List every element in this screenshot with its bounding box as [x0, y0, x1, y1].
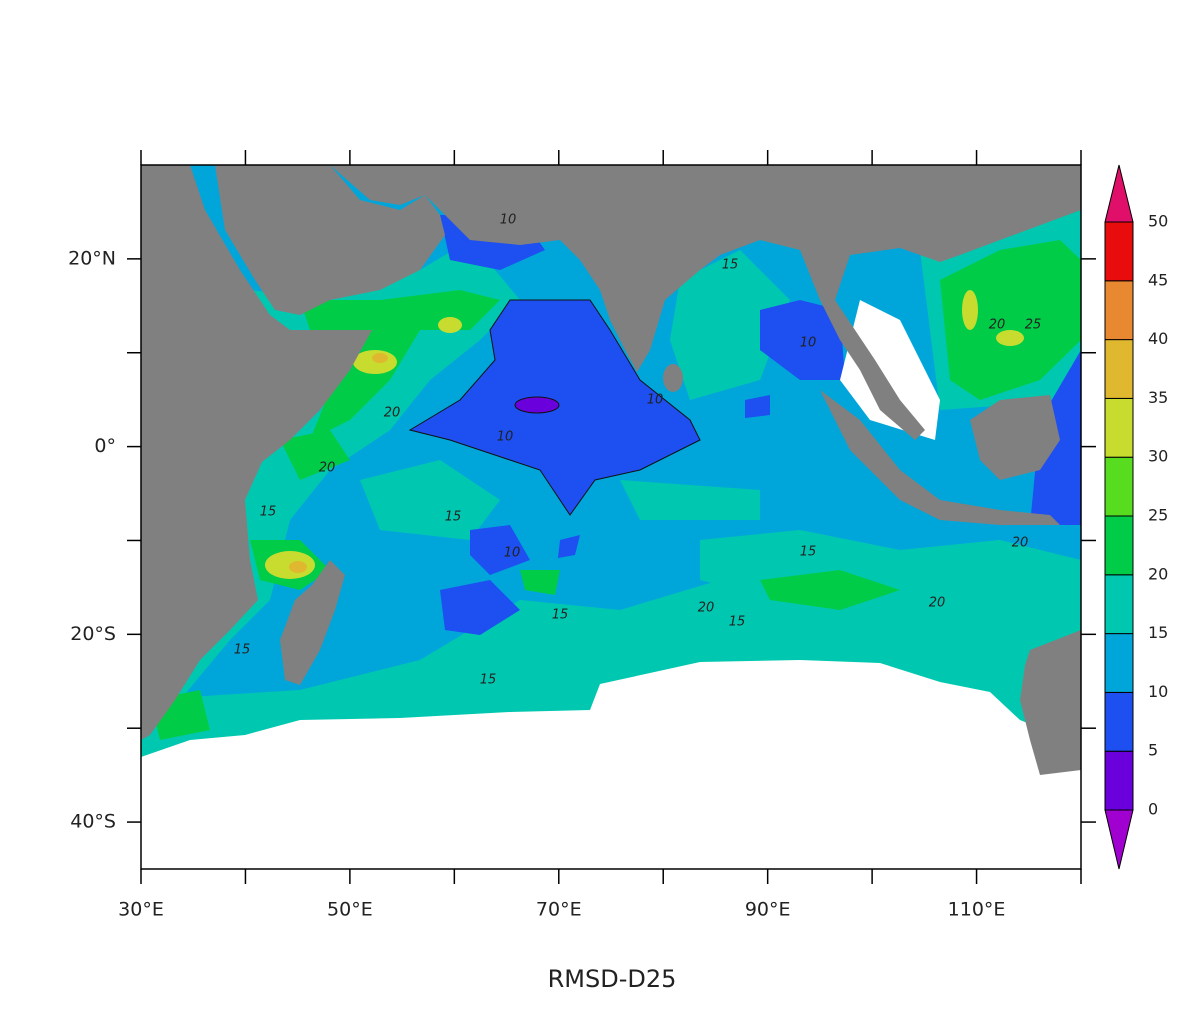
no-data: [840, 300, 940, 440]
contour-fill: [289, 561, 307, 573]
contour-fill: [514, 396, 560, 414]
colorbar-label: 10: [1148, 682, 1168, 701]
contour-label: 10: [800, 336, 817, 351]
contour-label: 20: [698, 601, 715, 616]
land: [280, 560, 345, 685]
contour-fill: [670, 250, 790, 400]
contour-fill: [940, 240, 1081, 400]
contour-fill: [620, 480, 760, 520]
colorbar-label: 25: [1148, 506, 1168, 525]
x-tick-label: 70°E: [536, 899, 582, 921]
contour-label: 15: [729, 615, 746, 630]
colorbar-box: [1104, 280, 1134, 341]
colorbar-label: 45: [1148, 270, 1168, 289]
contour-fill: [360, 460, 500, 540]
land: [820, 390, 1060, 525]
contour-label: 15: [480, 673, 497, 688]
x-tick-label: 50°E: [327, 899, 373, 921]
contour-fill: [438, 317, 462, 333]
y-tick-label: 20°S: [70, 623, 116, 645]
contour-fill: [280, 430, 350, 480]
colorbar-box: [1104, 750, 1134, 811]
contour-fill: [440, 580, 520, 635]
contour-label: 20: [1012, 536, 1029, 551]
colorbar-label: 15: [1148, 623, 1168, 642]
map-area: [141, 165, 1081, 869]
colorbar-box: [1104, 339, 1134, 399]
contour-label: 10: [500, 213, 517, 228]
land: [141, 165, 372, 740]
contour-label: 15: [552, 608, 569, 623]
contour-label: 15: [722, 258, 739, 273]
contour-fill: [760, 300, 845, 380]
contour-fill: [962, 290, 978, 330]
contour-label: 20: [989, 318, 1006, 333]
colorbar-label: 35: [1148, 388, 1168, 407]
y-tick-label: 0°: [94, 435, 116, 457]
y-tick-label: 40°S: [70, 811, 116, 833]
contour-label: 15: [260, 505, 277, 520]
x-tick-label: 30°E: [118, 899, 164, 921]
map-frame: [140, 164, 1082, 870]
colorbar-box: [1104, 515, 1134, 576]
contour-fill: [372, 353, 388, 363]
contour-fill: [558, 535, 580, 558]
colorbar-box: [1104, 221, 1134, 282]
contour-fill: [520, 570, 560, 595]
land: [663, 364, 683, 392]
colorbar-box: [1104, 456, 1134, 517]
contour-fill: [996, 330, 1024, 346]
contour-label: 20: [319, 461, 336, 476]
x-tick-label: 90°E: [745, 899, 791, 921]
colorbar-box: [1104, 574, 1134, 635]
land: [1020, 630, 1081, 775]
contour-label: 15: [800, 545, 817, 560]
colorbar-label: 30: [1148, 447, 1168, 466]
colorbar-box: [1104, 633, 1134, 693]
no-data: [141, 660, 1081, 869]
contour-label: 25: [1025, 318, 1042, 333]
colorbar-box: [1104, 691, 1134, 752]
contour-label: 15: [445, 510, 462, 525]
land: [330, 165, 1081, 440]
contour-label: 20: [384, 406, 401, 421]
colorbar-label: 50: [1148, 212, 1168, 231]
contour-label: 15: [234, 643, 251, 658]
contour-label: 10: [504, 546, 521, 561]
colorbar-label: 40: [1148, 329, 1168, 348]
x-tick-label: 110°E: [948, 899, 1006, 921]
contour-fill: [470, 525, 530, 575]
colorbar-label: 5: [1148, 741, 1158, 760]
contour-label: 20: [929, 596, 946, 611]
colorbar-label: 0: [1148, 800, 1158, 819]
contour-fill: [745, 395, 770, 418]
colorbar-label: 20: [1148, 564, 1168, 583]
contour-label: 10: [497, 430, 514, 445]
colorbar-over: [1104, 164, 1134, 223]
colorbar-box: [1104, 397, 1134, 458]
land: [970, 395, 1060, 480]
contour-fill: [353, 350, 397, 374]
land: [215, 165, 445, 315]
y-tick-label: 20°N: [68, 247, 116, 269]
map-title: RMSD-D25: [548, 965, 677, 993]
contour-label: 10: [647, 393, 664, 408]
colorbar-under: [1104, 809, 1134, 870]
contour-fill: [760, 570, 900, 610]
